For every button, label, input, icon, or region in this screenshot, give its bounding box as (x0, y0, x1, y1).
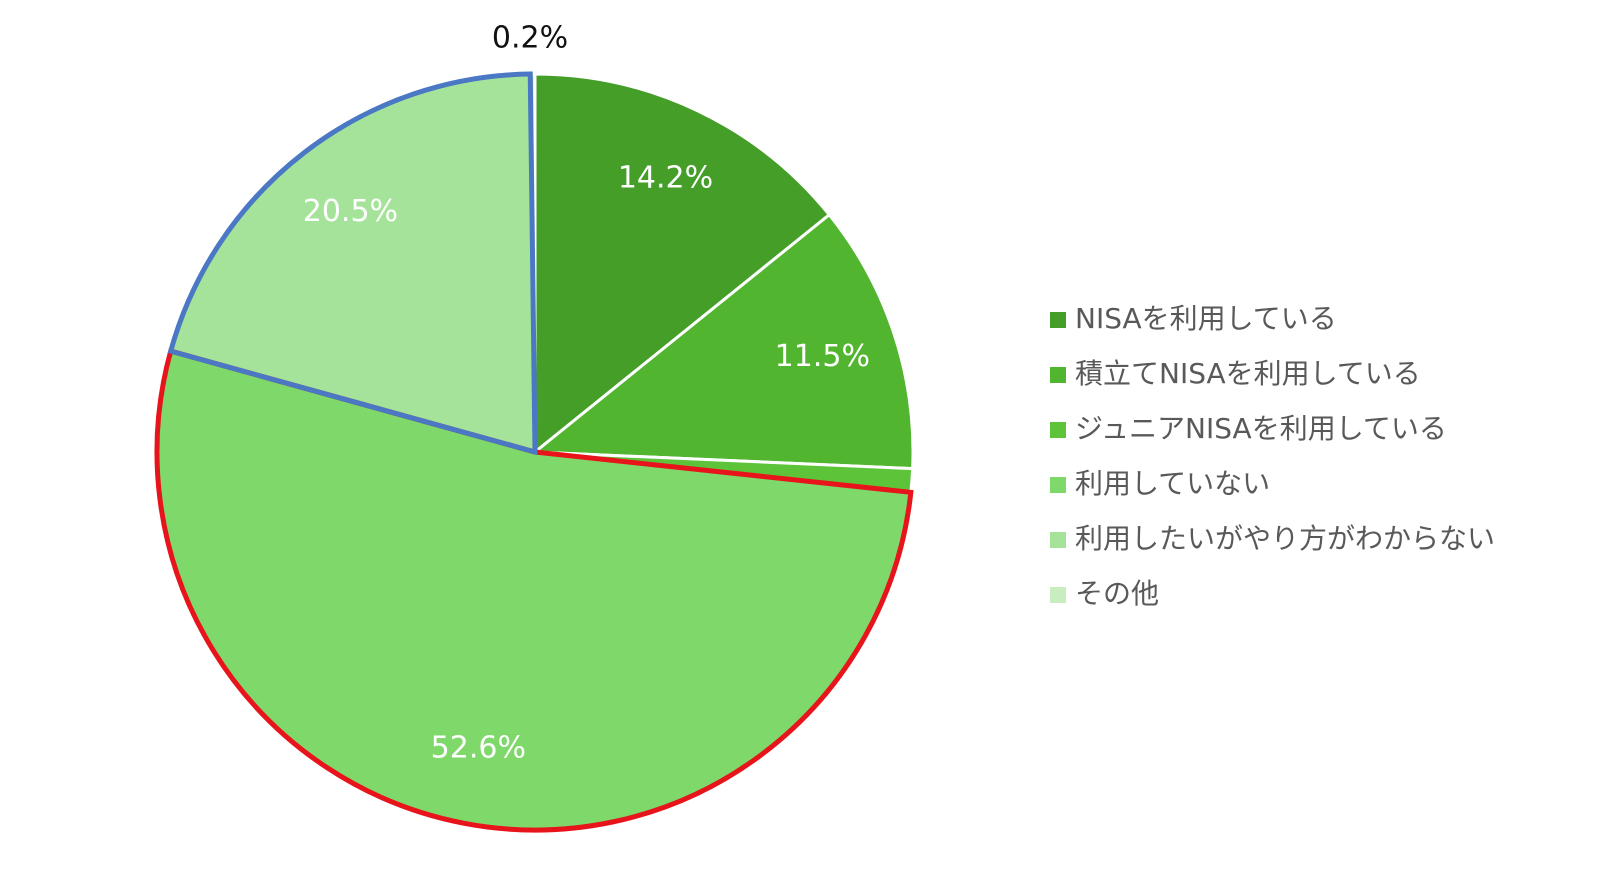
legend-label: その他 (1075, 577, 1159, 610)
legend-swatch (1050, 477, 1066, 493)
legend-label: ジュニアNISAを利用している (1075, 412, 1447, 445)
slice-highlight (154, 348, 914, 833)
legend-label: 利用していない (1075, 467, 1270, 500)
data-label: 11.5% (775, 339, 870, 374)
data-label: 52.6% (431, 731, 526, 766)
legend-label: 積立てNISAを利用している (1075, 357, 1421, 390)
legend-label: NISAを利用している (1075, 302, 1337, 335)
data-label: 14.2% (618, 161, 713, 196)
legend-swatch (1050, 587, 1066, 603)
legend-swatch (1050, 312, 1066, 328)
pie-slice (533, 72, 832, 456)
legend-label: 利用したいがやり方がわからない (1075, 522, 1495, 555)
slice-highlight (167, 71, 538, 456)
legend-swatch (1050, 367, 1066, 383)
legend-swatch (1050, 422, 1066, 438)
data-label: 0.2% (492, 21, 568, 56)
legend-swatch (1050, 532, 1066, 548)
pie-slice (530, 212, 915, 471)
data-label: 20.5% (303, 194, 398, 229)
